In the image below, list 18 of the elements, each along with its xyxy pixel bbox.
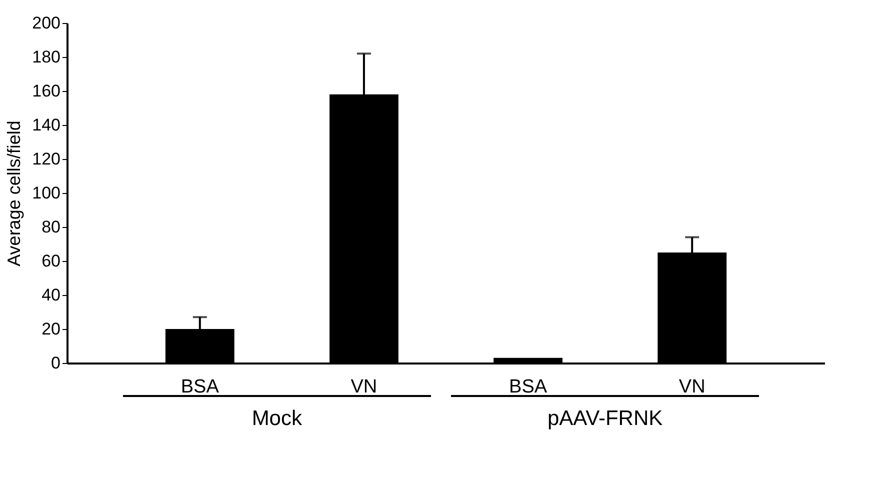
y-tick-label: 60 [42,252,60,270]
y-tick-label: 80 [42,218,60,236]
text: pAAV-FRNK [546,407,664,431]
y-tick-label: 200 [32,14,60,32]
y-tick-label: 40 [42,286,60,304]
y-tick-label: 140 [32,116,60,134]
x-tick-label: VN [678,376,706,398]
y-axis-title: Average cells/field [4,120,24,266]
text: Mock [250,407,303,431]
y-tick-label: 180 [32,48,60,66]
x-tick-label: VN [350,376,378,398]
y-tick-label: 20 [42,320,60,338]
y-tick-label: 160 [32,82,60,100]
y-tick-label: 0 [51,354,60,372]
y-tick-label: 100 [32,184,60,202]
x-tick-label: BSA [180,376,220,398]
y-tick-label: 120 [32,150,60,168]
x-tick-label: BSA [509,376,548,398]
